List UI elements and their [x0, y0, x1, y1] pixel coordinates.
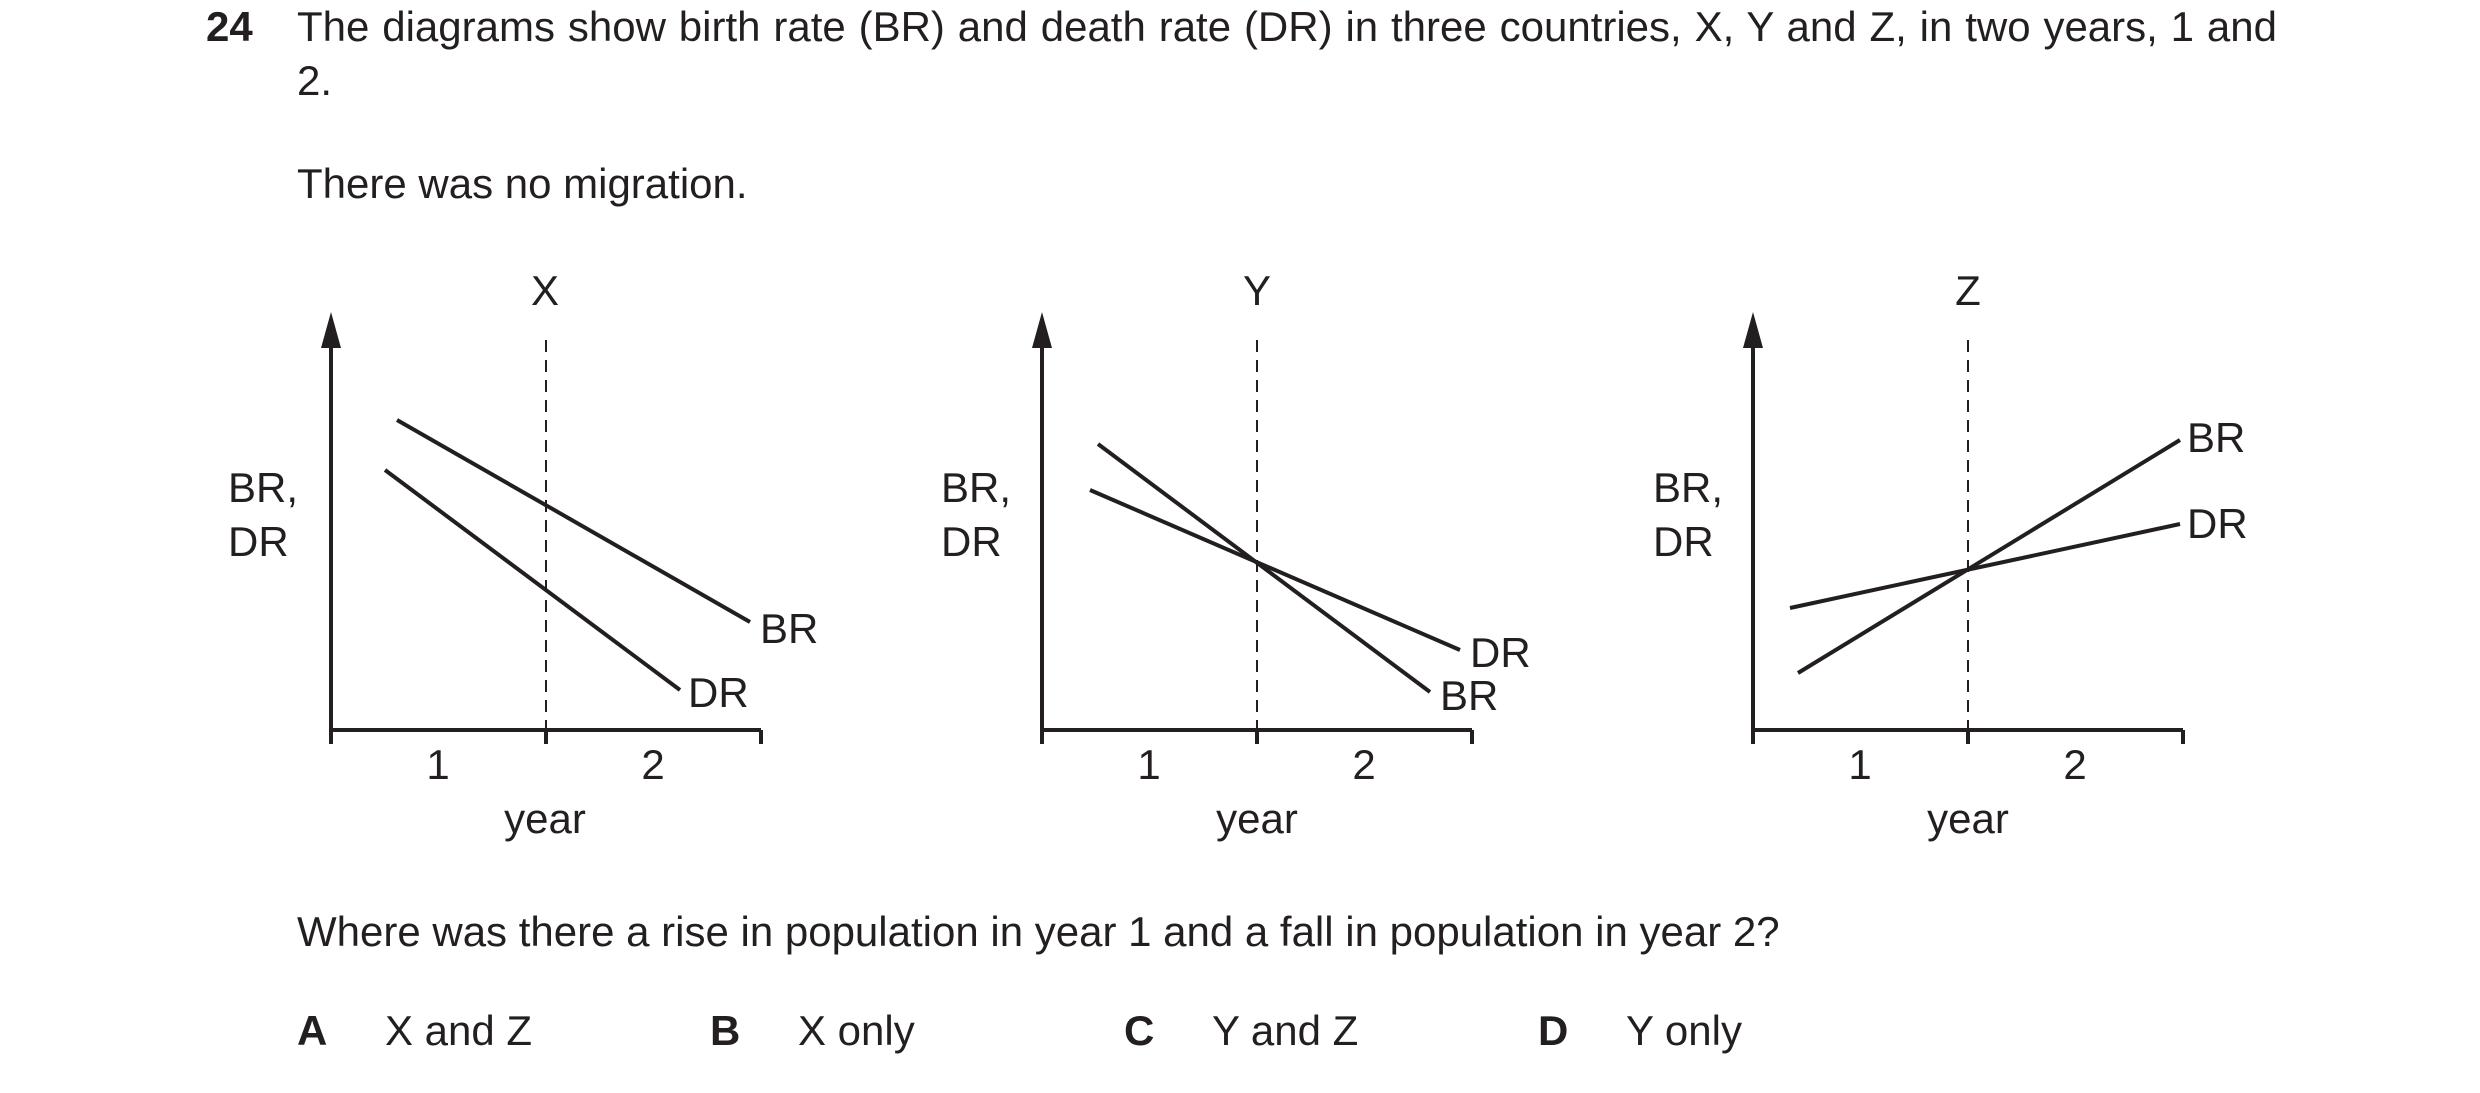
diagram-z-y-axis	[1743, 312, 1763, 730]
diagram-y-title: Y	[1243, 267, 1271, 314]
option-d-text: Y only	[1626, 1007, 1742, 1054]
diagram-z-title: Z	[1955, 267, 1981, 314]
diagram-z-tick-2: 2	[2063, 741, 2086, 788]
diagram-z-dr-label: DR	[2187, 500, 2248, 547]
diagram-z-br-label: BR	[2187, 414, 2245, 461]
diagram-x-tick-1: 1	[426, 741, 449, 788]
question-stem: The diagrams show birth rate (BR) and de…	[297, 3, 2277, 104]
diagram-z-y-label-line2: DR	[1653, 518, 1714, 565]
diagram-y-br-label: BR	[1440, 672, 1498, 719]
diagram-x-x-label: year	[504, 795, 586, 842]
option-d-letter: D	[1538, 1007, 1569, 1054]
diagram-z-dr-line	[1789, 522, 2181, 610]
option-a[interactable]: A X and Z	[297, 1004, 532, 1058]
diagram-z-br-line	[1796, 438, 2182, 675]
diagram-x-title: X	[531, 267, 559, 314]
question-prompt: Where was there a rise in population in …	[297, 908, 1780, 955]
diagram-y-tick-1: 1	[1137, 741, 1160, 788]
diagram-y-x-label: year	[1216, 795, 1298, 842]
diagram-z: Z BR DR BR, DR 1 2 year	[1653, 267, 2248, 842]
diagram-y: Y DR BR BR, DR 1 2 year	[941, 267, 1531, 842]
diagram-z-tick-1: 1	[1848, 741, 1871, 788]
diagram-x-y-label-line2: DR	[228, 518, 289, 565]
option-c-letter: C	[1124, 1007, 1155, 1054]
diagram-x-y-label-line1: BR,	[228, 464, 298, 511]
question-note: There was no migration.	[297, 160, 748, 207]
diagram-y-y-axis	[1032, 312, 1052, 730]
diagrams-figure: X BR DR BR, DR 1 2 year Y	[228, 267, 2248, 842]
option-b-letter: B	[710, 1007, 741, 1054]
diagram-x-x-axis	[329, 728, 763, 744]
diagram-y-y-label-line1: BR,	[941, 464, 1011, 511]
option-b-text: X only	[798, 1007, 915, 1054]
option-b[interactable]: B X only	[710, 1004, 915, 1058]
diagram-y-y-label-line2: DR	[941, 518, 1002, 565]
diagram-y-tick-2: 2	[1352, 741, 1375, 788]
option-a-letter: A	[297, 1007, 328, 1054]
option-a-text: X and Z	[385, 1007, 533, 1054]
diagram-x-y-axis	[321, 312, 341, 730]
diagram-y-x-axis	[1040, 728, 1474, 744]
diagram-x-tick-2: 2	[641, 741, 664, 788]
diagram-x-dr-line	[383, 468, 682, 692]
diagram-x-br-label: BR	[760, 605, 818, 652]
question-number: 24	[206, 3, 253, 50]
option-c-text: Y and Z	[1212, 1007, 1359, 1054]
option-c[interactable]: C Y and Z	[1124, 1004, 1358, 1058]
diagram-z-y-label-line1: BR,	[1653, 464, 1723, 511]
diagram-y-br-line	[1096, 442, 1432, 694]
option-d[interactable]: D Y only	[1538, 1004, 1742, 1058]
diagram-y-dr-label: DR	[1470, 629, 1531, 676]
diagram-x-br-line	[396, 418, 751, 624]
diagram-y-dr-line	[1089, 488, 1461, 652]
diagram-x-dr-label: DR	[688, 669, 749, 716]
diagram-x: X BR DR BR, DR 1 2 year	[228, 267, 818, 842]
diagram-z-x-label: year	[1927, 795, 2009, 842]
diagram-z-x-axis	[1751, 728, 2185, 744]
